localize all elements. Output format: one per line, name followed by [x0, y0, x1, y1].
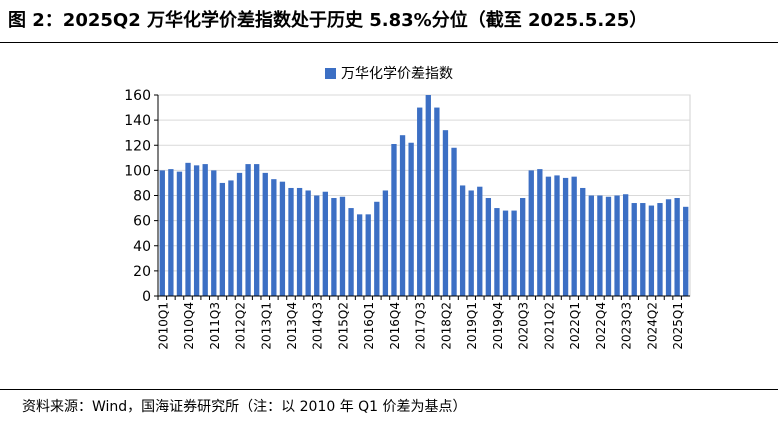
- y-tick-label: 60: [133, 214, 151, 230]
- bar: [597, 195, 603, 296]
- bar: [245, 164, 251, 296]
- bar: [193, 165, 200, 296]
- bar: [545, 176, 552, 296]
- bar: [451, 147, 457, 296]
- bar: [674, 198, 680, 296]
- bar: [683, 206, 689, 296]
- x-tick-label: 2022Q1: [568, 302, 582, 350]
- x-tick-label: 2016Q1: [362, 302, 376, 350]
- bar: [202, 164, 208, 296]
- bar: [228, 180, 234, 296]
- bar: [262, 172, 268, 296]
- bar: [296, 187, 303, 296]
- x-tick-label: 2010Q1: [156, 302, 170, 350]
- y-tick-label: 100: [124, 163, 151, 179]
- y-tick-label: 120: [124, 138, 151, 154]
- x-tick-label: 2010Q4: [182, 302, 196, 350]
- bar: [425, 95, 431, 296]
- x-tick-label: 2015Q2: [336, 302, 350, 350]
- x-tick-label: 2017Q3: [414, 302, 428, 350]
- bar: [477, 186, 483, 296]
- x-tick-label: 2023Q3: [620, 302, 634, 350]
- x-tick-label: 2018Q2: [439, 302, 453, 350]
- bar: [622, 194, 629, 296]
- bar: [442, 130, 449, 296]
- bar: [417, 107, 423, 296]
- x-tick-label: 2014Q3: [311, 302, 325, 350]
- bar: [288, 187, 294, 296]
- bar: [254, 164, 260, 296]
- top-rule: [0, 42, 778, 43]
- x-tick-label: 2021Q2: [542, 302, 556, 350]
- x-tick-label: 2022Q4: [594, 302, 608, 350]
- x-tick-label: 2020Q3: [517, 302, 531, 350]
- bar: [468, 190, 474, 296]
- bar: [459, 185, 466, 296]
- bar: [391, 143, 397, 296]
- bar: [520, 198, 526, 296]
- y-tick-label: 140: [124, 113, 151, 129]
- bar: [382, 190, 389, 296]
- y-tick-label: 80: [133, 189, 151, 205]
- bar: [537, 169, 543, 296]
- x-tick-label: 2013Q1: [259, 302, 273, 350]
- bar: [631, 203, 637, 296]
- bar: [494, 208, 500, 296]
- x-tick-label: 2012Q2: [234, 302, 248, 350]
- x-tick-label: 2024Q2: [645, 302, 659, 350]
- bar: [176, 171, 183, 296]
- bar: [348, 208, 354, 296]
- bar: [365, 214, 371, 296]
- bar: [571, 176, 577, 296]
- source-note: 资料来源：Wind，国海证券研究所（注：以 2010 年 Q1 价差为基点）: [22, 399, 467, 415]
- x-tick-label: 2019Q4: [491, 302, 505, 350]
- bar: [314, 195, 320, 296]
- bar: [356, 214, 363, 296]
- bottom-rule: [0, 389, 778, 390]
- bar: [211, 170, 217, 296]
- x-tick-label: 2016Q4: [388, 302, 402, 350]
- bar: [399, 135, 406, 296]
- bar: [374, 201, 380, 296]
- bar: [236, 172, 243, 296]
- bar: [588, 195, 594, 296]
- x-tick-label: 2025Q1: [671, 302, 685, 350]
- bar-chart: 0 20 40 60 80 100 120 140 160 2010Q1 2010Q4 2011Q3 2…: [124, 66, 691, 350]
- bar: [554, 175, 560, 296]
- bar: [614, 195, 620, 296]
- bar: [562, 177, 569, 296]
- bar: [271, 179, 277, 296]
- x-tick-label: 2011Q3: [208, 302, 222, 350]
- bar: [408, 142, 414, 296]
- bar: [580, 187, 586, 296]
- bar: [640, 203, 646, 296]
- chart-title: 图 2：2025Q2 万华化学价差指数处于历史 5.83%分位（截至 2025.…: [8, 10, 648, 31]
- x-tick-label: 2019Q1: [465, 302, 479, 350]
- bar: [331, 198, 337, 296]
- bar: [605, 196, 612, 296]
- bar: [511, 210, 517, 296]
- y-tick-label: 0: [142, 289, 151, 305]
- y-tick-label: 160: [124, 88, 151, 104]
- legend-label: 万华化学价差指数: [341, 66, 453, 82]
- y-tick-label: 20: [133, 264, 151, 280]
- bar: [168, 169, 174, 296]
- bar: [648, 205, 655, 296]
- bar: [665, 199, 672, 296]
- bar: [322, 191, 328, 296]
- bar: [339, 196, 346, 296]
- y-tick-label: 40: [133, 239, 151, 255]
- legend-swatch: [325, 68, 336, 79]
- bar: [502, 210, 509, 296]
- bar: [485, 198, 492, 296]
- bar: [159, 170, 165, 296]
- bar: [185, 162, 191, 296]
- x-tick-label: 2013Q4: [285, 302, 299, 350]
- bar: [528, 170, 534, 296]
- bar: [657, 203, 663, 296]
- bar: [219, 182, 226, 296]
- bar: [434, 107, 440, 296]
- bar: [279, 181, 286, 296]
- bar: [305, 190, 311, 296]
